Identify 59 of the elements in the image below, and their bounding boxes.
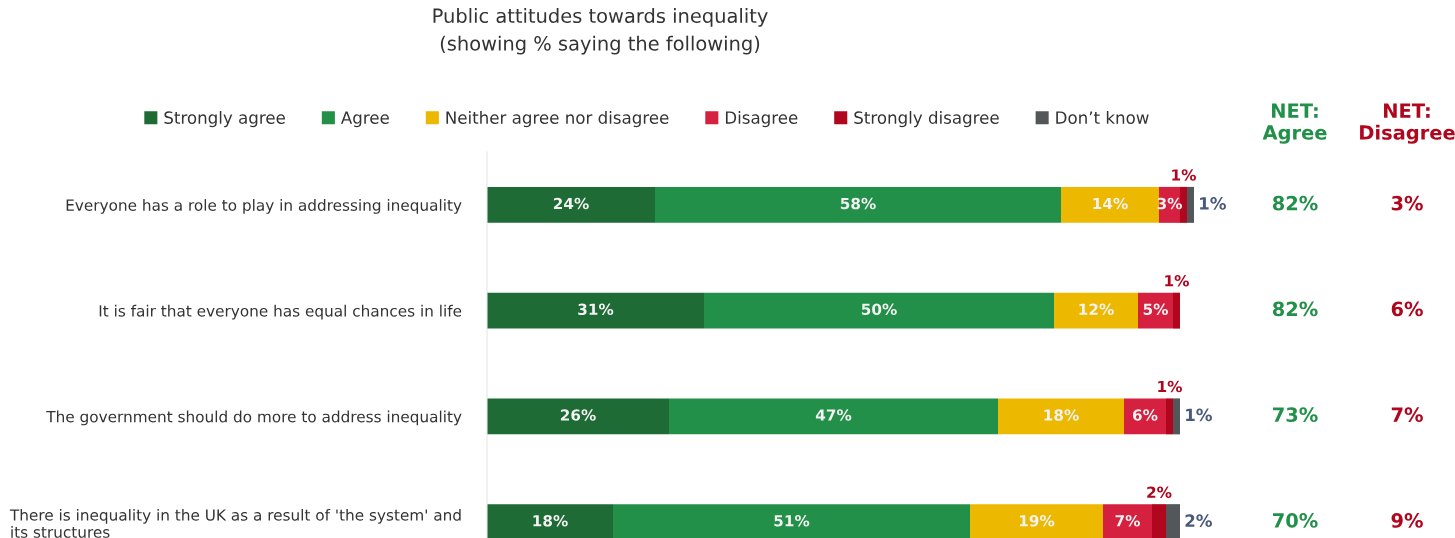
data-label: 26% [560,409,596,421]
bar [1061,186,1159,223]
data-label: 1% [1200,197,1226,210]
bar [1180,186,1187,223]
y-tick-label: Everyone has a role to play in addressing inequality [66,199,462,214]
text: 70% [1273,513,1318,528]
chart-title: Public attitudes towards inequality (showing % saying the following) [433,8,768,55]
data-label: 50% [861,303,897,316]
bar [1138,292,1173,329]
bar [1166,398,1173,435]
legend-label: Strongly disagree [854,111,999,128]
data-label: 58% [840,197,876,210]
data-label: 12% [1079,303,1114,316]
text: NET: Disagree [1360,103,1455,144]
text: 73% [1273,407,1318,423]
data-label: 1% [1186,408,1212,422]
y-tick-label: It is fair that everyone has equal chances in life [99,304,462,320]
data-label: 18% [533,515,568,527]
text: 7% [1391,407,1423,423]
data-label: 18% [1044,409,1079,421]
bar [1187,186,1194,223]
bar [704,292,1054,329]
data-label: 7% [1115,515,1140,527]
legend-label: Agree [340,111,389,128]
data-label: 14% [1093,197,1128,210]
data-label: 51% [774,515,810,527]
data-label: 1% [1158,380,1182,393]
bar [1054,292,1138,329]
data-label: 19% [1019,515,1055,527]
y-tick-label: The government should do more to address inequality [46,410,462,426]
y-tick-label: There is inequality in the UK as a result of 'the system' and its structures [9,508,461,538]
legend-label: Strongly agree [164,111,285,128]
data-label: 2% [1147,486,1172,499]
data-label: 5% [1143,303,1168,316]
bar [487,186,655,223]
bar [487,292,704,329]
legend-label: Neither agree nor disagree [446,111,669,128]
bar [1124,398,1166,435]
data-label: 2% [1185,514,1212,527]
text: 82% [1272,301,1318,317]
legend-label: Disagree [725,111,798,128]
bar [655,186,1061,223]
data-label: 24% [553,197,589,210]
data-label: 47% [815,409,852,421]
text: 6% [1391,301,1423,317]
text: NET: Agree [1262,103,1327,144]
data-label: 1% [1165,274,1189,287]
bar [487,398,669,435]
data-label: 1% [1172,169,1196,181]
bar [998,398,1124,435]
legend-label: Don’t know [1056,111,1149,124]
text: 9% [1391,513,1423,528]
data-label: 31% [578,303,614,316]
bar [1173,292,1180,329]
data-label: 6% [1132,409,1158,421]
bar [1173,398,1180,435]
text: 3% [1391,195,1423,211]
bar [669,398,998,435]
text: 82% [1272,195,1318,211]
